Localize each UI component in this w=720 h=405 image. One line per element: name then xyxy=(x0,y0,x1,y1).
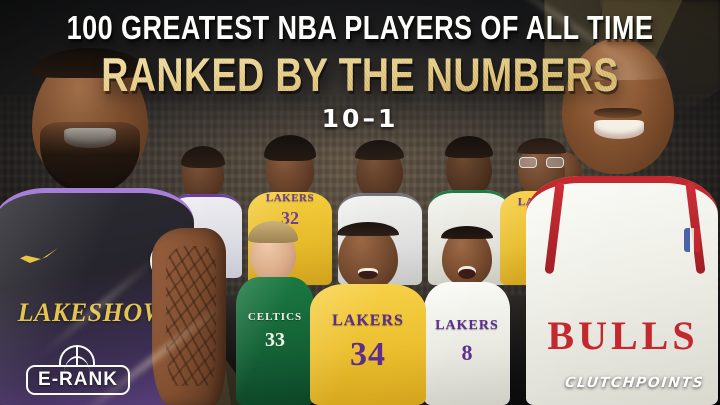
player-figure-kobe-bryant: LAKERS 8 xyxy=(424,226,510,405)
player-head-highlight xyxy=(564,36,672,80)
erank-logo[interactable]: E-RANK xyxy=(26,345,130,397)
player-mouth xyxy=(458,266,476,279)
player-hair xyxy=(445,136,493,158)
player-hair xyxy=(337,222,399,236)
jersey-wordmark: LAKERS xyxy=(332,312,404,329)
player-hair xyxy=(441,226,493,239)
jersey-wordmark: LAKERS xyxy=(435,318,499,333)
jersey-collar-trim xyxy=(168,194,242,278)
player-figure-michael-jordan: BULLS xyxy=(520,36,720,405)
player-figure-larry-bird: CELTICS 33 xyxy=(236,221,314,405)
erank-logo-label: E-RANK xyxy=(38,369,118,390)
player-beard xyxy=(40,122,140,194)
clutchpoints-logo[interactable]: CLUTCHPOINTS xyxy=(563,375,705,391)
player-arm xyxy=(152,228,226,405)
player-hair xyxy=(517,138,566,154)
jersey-number: 33 xyxy=(265,329,285,351)
nba-logo-icon xyxy=(684,228,700,252)
player-hair xyxy=(355,140,404,160)
jersey-collar-trim xyxy=(0,188,194,405)
player-hair xyxy=(248,221,298,243)
erank-logo-plate: E-RANK xyxy=(26,365,130,395)
jersey-collar-trim xyxy=(338,193,422,285)
jersey-wordmark: CELTICS xyxy=(247,311,303,323)
jersey-number: 34 xyxy=(350,336,386,373)
player-mouth xyxy=(358,268,378,279)
player-figure-shaquille-oneal: LAKERS 34 xyxy=(310,222,426,405)
player-hair xyxy=(32,48,148,78)
player-hair xyxy=(264,135,316,161)
jersey-wordmark: BULLS xyxy=(547,313,699,358)
basketball-icon xyxy=(59,345,95,365)
jersey-collar-trim xyxy=(526,176,718,405)
jersey-wordmark: LAKERS xyxy=(265,192,315,204)
player-mouth xyxy=(594,120,644,139)
goggles-icon xyxy=(519,157,564,168)
jersey-wordmark: LAKESHOW xyxy=(17,298,167,327)
player-tattoo xyxy=(166,246,216,386)
jersey-number: 8 xyxy=(461,340,473,365)
player-mustache xyxy=(594,108,642,118)
player-hair xyxy=(181,146,225,168)
jersey-collar-trim xyxy=(428,190,510,285)
